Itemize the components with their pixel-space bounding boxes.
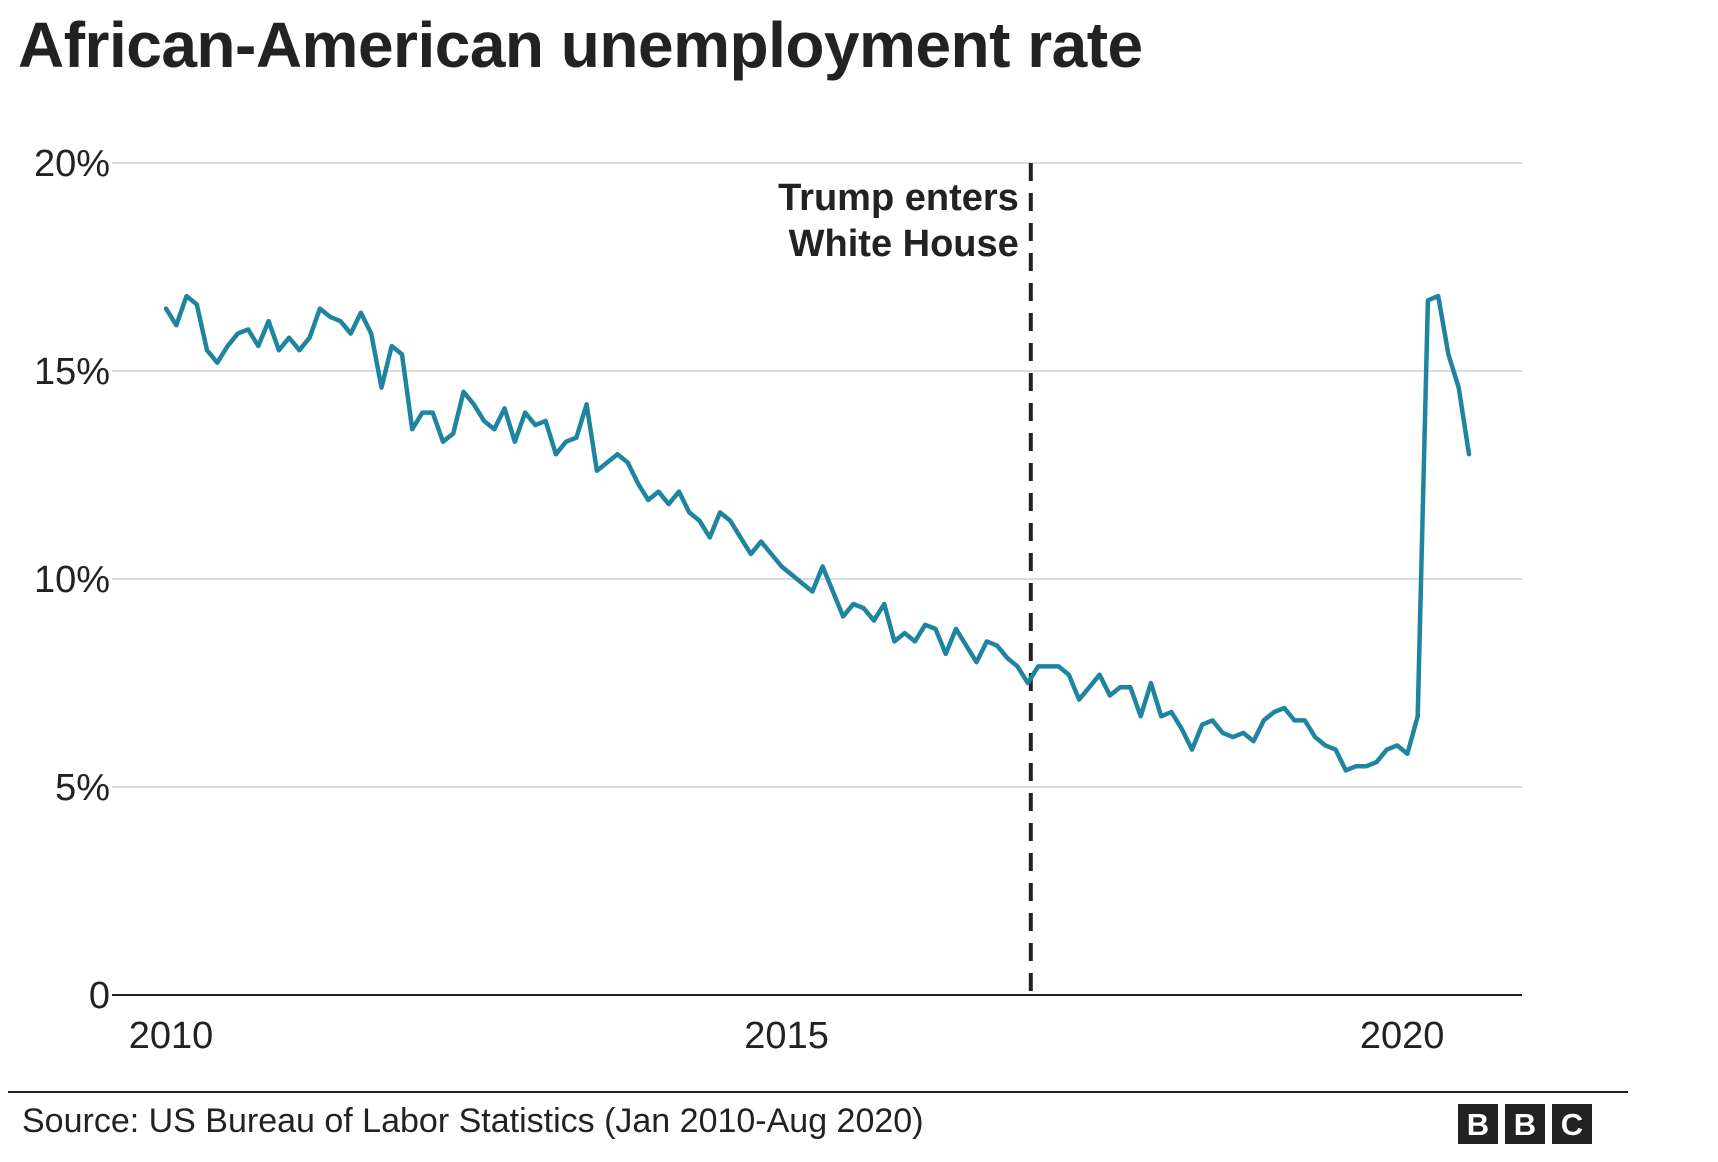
x-tick-label: 2015: [744, 1015, 829, 1057]
unemployment-rate-line: [163, 293, 1472, 773]
y-tick-label: 0: [89, 975, 110, 1017]
y-axis-tick-labels: 0 5% 10% 15% 20%: [34, 143, 110, 1017]
bbc-logo-letter: C: [1552, 1104, 1592, 1144]
source-note: Source: US Bureau of Labor Statistics (J…: [22, 1102, 924, 1140]
x-tick-label: 2010: [129, 1015, 214, 1057]
bbc-logo-letter: B: [1458, 1104, 1498, 1144]
y-tick-label: 20%: [34, 143, 110, 185]
y-tick-label: 5%: [55, 767, 110, 809]
y-tick-label: 10%: [34, 559, 110, 601]
bbc-logo: B B C: [1458, 1104, 1592, 1144]
bbc-logo-letter: B: [1505, 1104, 1545, 1144]
y-tick-label: 15%: [34, 351, 110, 393]
annotation-label: Trump enters: [778, 177, 1019, 219]
annotation-label: White House: [789, 223, 1019, 265]
line-chart: 0 5% 10% 15% 20% 2010 2015 2020 Trump entersWh…: [34, 143, 1522, 1057]
x-tick-label: 2020: [1360, 1015, 1445, 1057]
chart-title: African-American unemployment rate: [18, 9, 1143, 81]
footer-divider: [8, 1091, 1628, 1093]
x-axis-tick-labels: 2010 2015 2020: [129, 1015, 1445, 1057]
series-layer: [163, 293, 1472, 773]
